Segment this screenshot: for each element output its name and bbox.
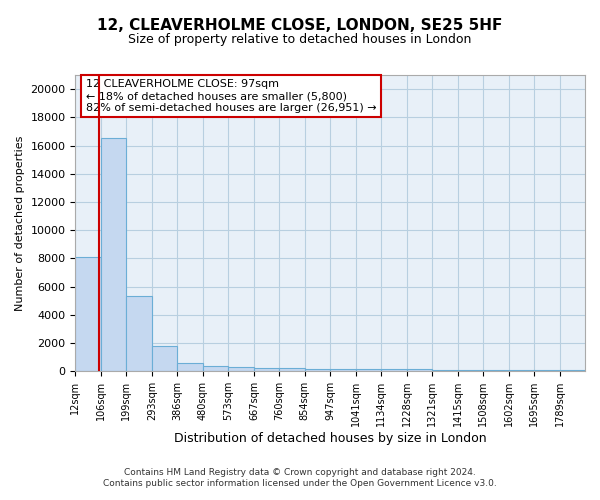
Text: 12 CLEAVERHOLME CLOSE: 97sqm
← 18% of detached houses are smaller (5,800)
82% of: 12 CLEAVERHOLME CLOSE: 97sqm ← 18% of de…: [86, 80, 376, 112]
Text: Size of property relative to detached houses in London: Size of property relative to detached ho…: [128, 32, 472, 46]
Bar: [101, 138, 127, 371]
Bar: [381, 369, 407, 371]
Bar: [330, 369, 356, 371]
Bar: [356, 369, 381, 371]
Bar: [407, 370, 432, 371]
Bar: [228, 367, 254, 371]
X-axis label: Distribution of detached houses by size in London: Distribution of detached houses by size …: [174, 432, 487, 445]
Bar: [254, 368, 279, 371]
Text: 12, CLEAVERHOLME CLOSE, LONDON, SE25 5HF: 12, CLEAVERHOLME CLOSE, LONDON, SE25 5HF: [97, 18, 503, 32]
Bar: [458, 370, 483, 371]
Bar: [127, 296, 152, 371]
Bar: [152, 346, 178, 371]
Bar: [509, 370, 534, 371]
Bar: [178, 363, 203, 371]
Bar: [279, 368, 305, 371]
Bar: [534, 370, 560, 371]
Bar: [560, 370, 585, 371]
Y-axis label: Number of detached properties: Number of detached properties: [15, 136, 25, 311]
Bar: [76, 257, 101, 371]
Bar: [483, 370, 509, 371]
Text: Contains HM Land Registry data © Crown copyright and database right 2024.
Contai: Contains HM Land Registry data © Crown c…: [103, 468, 497, 487]
Bar: [203, 366, 228, 371]
Bar: [432, 370, 458, 371]
Bar: [305, 368, 330, 371]
